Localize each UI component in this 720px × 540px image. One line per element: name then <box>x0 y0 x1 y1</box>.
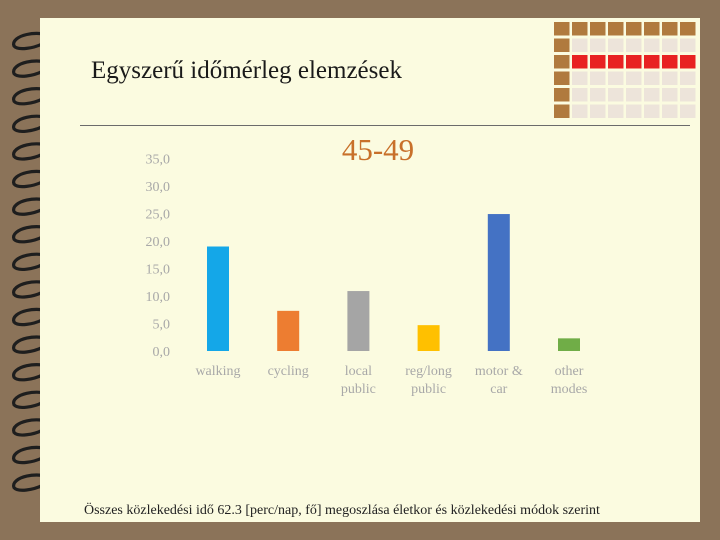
corner-grid-decoration <box>554 22 696 118</box>
decoration-cell <box>608 104 624 118</box>
decoration-cell <box>590 88 606 102</box>
decoration-cell <box>680 38 696 52</box>
x-tick-label: local <box>345 364 372 379</box>
decoration-cell <box>626 88 642 102</box>
decoration-cell <box>626 104 642 118</box>
decoration-cell <box>644 38 660 52</box>
decoration-cell <box>644 22 660 36</box>
title-divider <box>80 125 690 126</box>
decoration-cell <box>662 38 678 52</box>
y-tick-label: 30,0 <box>146 180 171 195</box>
decoration-cell <box>662 71 678 85</box>
x-tick-label: other <box>555 364 584 379</box>
decoration-cell <box>608 55 624 69</box>
x-tick-label: modes <box>551 382 588 397</box>
decoration-cell <box>680 71 696 85</box>
decoration-cell <box>572 71 588 85</box>
decoration-cell <box>572 88 588 102</box>
x-tick-label: motor & <box>475 364 523 379</box>
decoration-cell <box>590 104 606 118</box>
x-tick-label: public <box>411 382 446 397</box>
decoration-cell <box>680 22 696 36</box>
decoration-cell <box>590 55 606 69</box>
decoration-cell <box>554 38 570 52</box>
decoration-cell <box>662 22 678 36</box>
decoration-cell <box>680 104 696 118</box>
slide-title: Egyszerű időmérleg elemzések <box>91 57 402 84</box>
decoration-cell <box>662 88 678 102</box>
x-tick-label: reg/long <box>405 364 452 379</box>
decoration-cell <box>572 38 588 52</box>
decoration-cell <box>644 104 660 118</box>
y-tick-label: 35,0 <box>146 153 171 168</box>
decoration-cell <box>608 71 624 85</box>
bar <box>207 246 229 351</box>
decoration-cell <box>608 38 624 52</box>
bar <box>347 291 370 351</box>
decoration-cell <box>572 55 588 69</box>
y-tick-label: 0,0 <box>153 345 171 360</box>
decoration-cell <box>590 22 606 36</box>
decoration-cell <box>680 55 696 69</box>
slide-caption: Összes közlekedési idő 62.3 [perc/nap, f… <box>84 503 600 518</box>
decoration-cell <box>590 38 606 52</box>
bar <box>487 214 510 351</box>
decoration-cell <box>626 71 642 85</box>
x-tick-label: cycling <box>268 364 309 379</box>
decoration-cell <box>572 104 588 118</box>
x-tick-label: car <box>490 382 507 397</box>
decoration-cell <box>644 55 660 69</box>
decoration-cell <box>644 71 660 85</box>
decoration-cell <box>572 22 588 36</box>
decoration-cell <box>554 88 570 102</box>
y-tick-label: 10,0 <box>146 290 171 305</box>
decoration-cell <box>608 22 624 36</box>
bar <box>417 325 440 351</box>
bar <box>558 338 580 351</box>
x-tick-label: walking <box>195 364 240 379</box>
decoration-cell <box>680 88 696 102</box>
slide-page <box>40 18 700 522</box>
decoration-cell <box>590 71 606 85</box>
decoration-cell <box>554 55 570 69</box>
decoration-cell <box>554 104 570 118</box>
decoration-cell <box>554 22 570 36</box>
y-tick-label: 25,0 <box>146 208 171 223</box>
decoration-cell <box>554 71 570 85</box>
bar <box>277 310 300 351</box>
y-tick-label: 15,0 <box>146 263 171 278</box>
y-tick-label: 20,0 <box>146 235 171 250</box>
decoration-cell <box>626 38 642 52</box>
decoration-cell <box>662 104 678 118</box>
y-tick-label: 5,0 <box>153 318 171 333</box>
decoration-cell <box>608 88 624 102</box>
decoration-cell <box>662 55 678 69</box>
x-tick-label: public <box>341 382 376 397</box>
decoration-cell <box>626 55 642 69</box>
chart-title: 45-49 <box>342 132 414 167</box>
decoration-cell <box>626 22 642 36</box>
decoration-cell <box>644 88 660 102</box>
